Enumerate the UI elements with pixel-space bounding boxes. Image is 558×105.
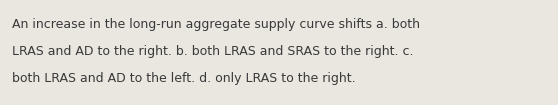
Text: LRAS and AD to the right. b. both LRAS and SRAS to the right. c.: LRAS and AD to the right. b. both LRAS a… (12, 45, 414, 58)
Text: both LRAS and AD to the left. d. only LRAS to the right.: both LRAS and AD to the left. d. only LR… (12, 72, 356, 85)
Text: An increase in the long-run aggregate supply curve shifts a. both: An increase in the long-run aggregate su… (12, 18, 420, 31)
